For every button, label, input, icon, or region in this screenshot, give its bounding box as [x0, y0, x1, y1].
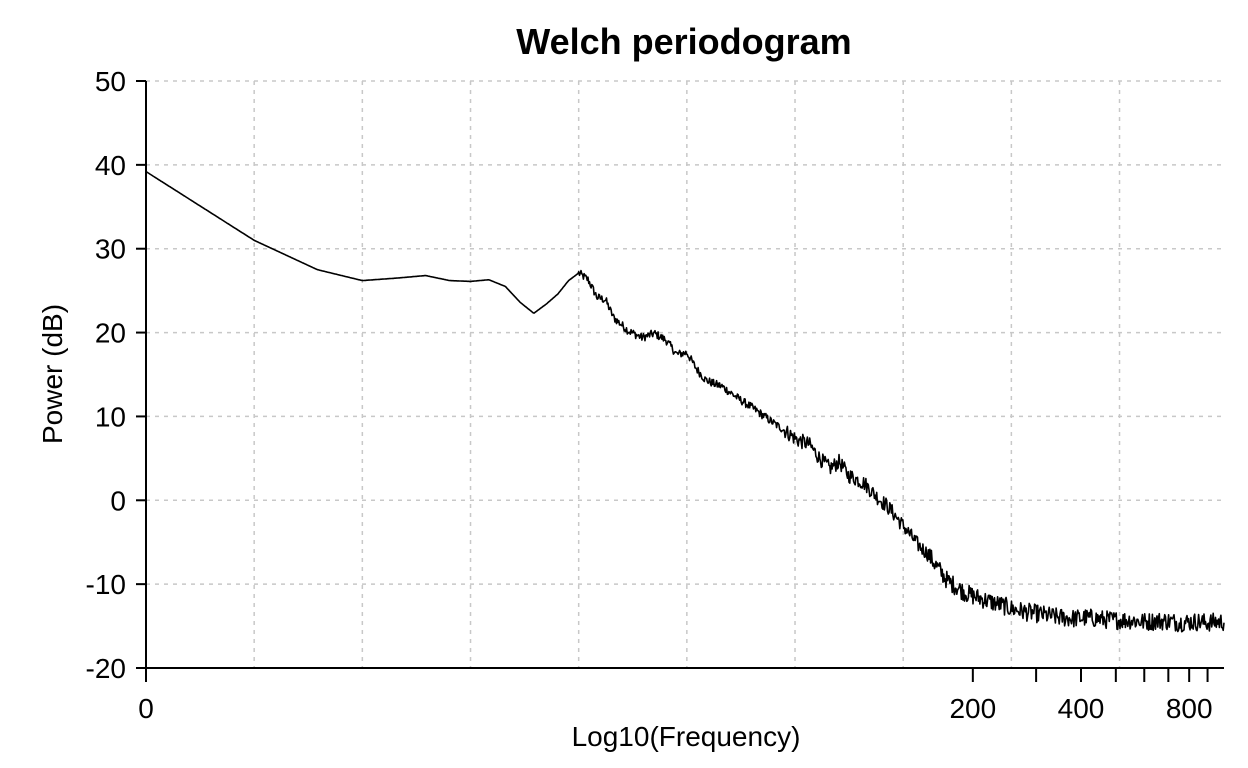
- axes-layer: [145, 81, 1224, 669]
- y-tick-label: -20: [86, 653, 126, 684]
- y-tick-label: 10: [95, 401, 126, 432]
- y-axis-label: Power (dB): [37, 304, 68, 444]
- y-tick-label: 0: [110, 485, 126, 516]
- series-layer: [145, 170, 1225, 633]
- power-spectrum-line: [145, 170, 1225, 633]
- y-tick-label: 30: [95, 234, 126, 265]
- chart-title: Welch periodogram: [516, 21, 851, 62]
- x-axis-label: Log10(Frequency): [572, 721, 801, 752]
- ticks-layer: 50 40 30 20 10 0 -10 -20 0 200 400 800: [86, 66, 1213, 724]
- y-tick-label: 40: [95, 150, 126, 181]
- y-tick-label: 50: [95, 66, 126, 97]
- x-tick-label: 200: [949, 693, 996, 724]
- x-tick-label: 800: [1166, 693, 1213, 724]
- y-tick-label: 20: [95, 318, 126, 349]
- y-tick-label: -10: [86, 569, 126, 600]
- x-tick-label: 0: [138, 693, 154, 724]
- grid-layer: [146, 80, 1224, 669]
- x-tick-label: 400: [1058, 693, 1105, 724]
